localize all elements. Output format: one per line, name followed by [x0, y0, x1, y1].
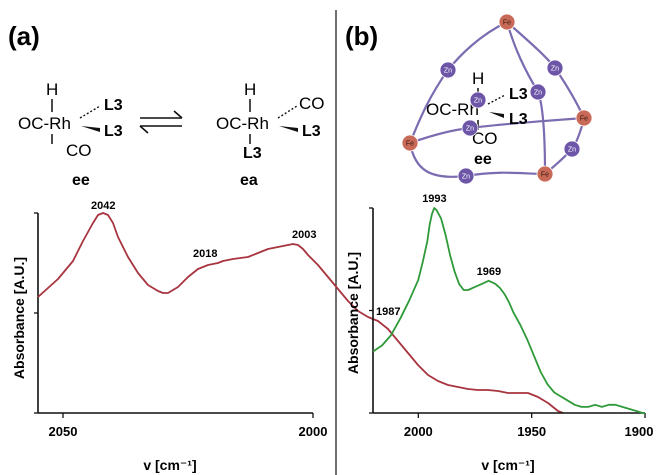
oc-rh-label: OC-Rh: [426, 100, 479, 119]
peak-label: 2042: [91, 200, 115, 212]
rh-l3-wedge-bond: [279, 126, 298, 132]
l3-bottom-label: L3: [243, 145, 262, 162]
x-tick-label: 1950: [517, 424, 546, 439]
encapsulated-complex: H OC-Rh L3 L3 CO ee: [426, 69, 528, 168]
hydride-label: H: [244, 80, 256, 99]
zn-node: Zn: [457, 167, 475, 185]
reverse-arrow-head: [139, 125, 149, 134]
panel-label-a: (a): [8, 21, 40, 51]
spectrum-line: [37, 212, 564, 414]
node-circle: [461, 119, 479, 137]
node-label: Fe: [406, 141, 414, 148]
fe-node: Fe: [401, 134, 419, 152]
node-circle: [563, 140, 581, 158]
l3-top-label: L3: [509, 86, 528, 103]
node-label: Zn: [474, 98, 482, 105]
node-label: Zn: [551, 66, 559, 73]
node-label: Zn: [568, 147, 576, 154]
x-tick-label: 2050: [49, 424, 78, 439]
hydride-label: H: [472, 69, 484, 88]
oc-rh-label: OC-Rh: [216, 114, 269, 133]
node-label: Fe: [541, 172, 549, 179]
rh-co-hashed-bond: [277, 105, 298, 119]
forward-arrow-head: [173, 110, 183, 119]
zn-node: Zn: [529, 83, 547, 101]
node-circle: [529, 83, 547, 101]
x-tick-label: 1900: [625, 424, 654, 439]
l3-right-label: L3: [302, 123, 321, 140]
chart-a: Absorbance [A.U.] v [cm⁻¹] 2050 2000 2042 2…: [11, 200, 564, 473]
chart-b: Absorbance [A.U.] v [cm⁻¹] 2000 1950 1900 1…: [345, 193, 653, 473]
node-label: Fe: [503, 20, 511, 27]
isomer-label-ee: ee: [72, 172, 90, 189]
node-label: Zn: [444, 68, 452, 75]
fe-node: Fe: [498, 13, 516, 31]
structure-a-ea: H OC-Rh L3 CO L3 ea: [216, 80, 325, 189]
structure-a-ee: H OC-Rh CO L3 L3 ee: [18, 80, 123, 189]
zn-node: Zn: [439, 61, 457, 79]
co-label: CO: [299, 94, 325, 113]
node-circle: [457, 167, 475, 185]
x-tick-label: 2000: [404, 424, 433, 439]
rh-l3-hashed-bond: [487, 94, 506, 105]
peak-label: 1993: [422, 193, 446, 205]
peak-label: 1987: [376, 306, 400, 318]
l3-top-label: L3: [104, 97, 123, 114]
peak-label: 2003: [292, 229, 316, 241]
l3-bottom-label: L3: [509, 111, 528, 128]
rh-l3-wedge-bond: [489, 112, 504, 118]
cage-nodes: Fe Zn Zn Zn Fe Fe Zn Zn Fe Zn Zn: [401, 13, 593, 185]
y-axis-title: Absorbance [A.U.]: [11, 257, 27, 379]
zn-node: Zn: [461, 119, 479, 137]
peak-label: 1969: [477, 266, 501, 278]
node-circle: [536, 165, 554, 183]
spectrum-line: [372, 207, 645, 414]
zn-node: Zn: [469, 91, 487, 109]
node-circle: [439, 61, 457, 79]
node-label: Zn: [462, 174, 470, 181]
x-axis-title: v [cm⁻¹]: [143, 457, 196, 473]
node-label: Zn: [466, 126, 474, 133]
zn-node: Zn: [563, 140, 581, 158]
node-label: Fe: [580, 116, 588, 123]
fe-node: Fe: [536, 165, 554, 183]
x-tick-label: 2000: [299, 424, 328, 439]
node-circle: [401, 134, 419, 152]
l3-bottom-label: L3: [104, 123, 123, 140]
zn-node: Zn: [546, 59, 564, 77]
peak-label: 2018: [193, 248, 217, 260]
panel-label-b: (b): [345, 21, 378, 51]
oc-rh-label: OC-Rh: [18, 114, 71, 133]
node-label: Zn: [534, 90, 542, 97]
co-label: CO: [472, 129, 498, 148]
node-circle: [469, 91, 487, 109]
node-circle: [546, 59, 564, 77]
rh-l3-wedge-bond: [81, 126, 100, 132]
fe-node: Fe: [575, 109, 593, 127]
hydride-label: H: [46, 80, 58, 99]
isomer-label-ee: ee: [474, 151, 492, 168]
node-circle: [575, 109, 593, 127]
x-axis-title: v [cm⁻¹]: [481, 457, 534, 473]
y-axis-title: Absorbance [A.U.]: [345, 252, 361, 374]
node-circle: [498, 13, 516, 31]
equilibrium-arrows: [139, 110, 183, 134]
rh-l3-hashed-bond: [79, 105, 101, 119]
isomer-label-ea: ea: [240, 172, 258, 189]
co-label: CO: [66, 141, 92, 160]
